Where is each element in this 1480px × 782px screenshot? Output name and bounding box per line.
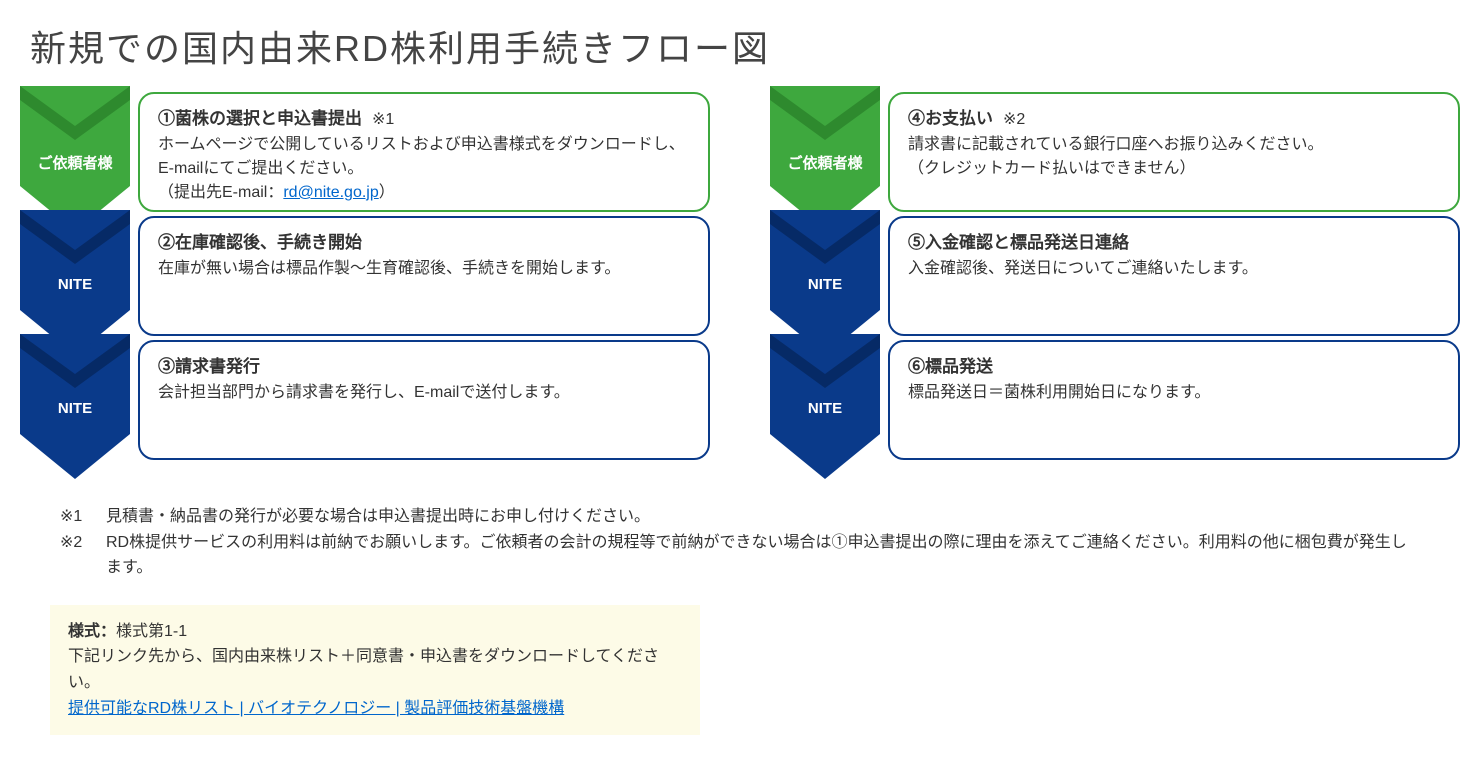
step-description: 会計担当部門から請求書を発行し、E-mailで送付します。 xyxy=(158,381,690,405)
step-title: ④お支払い※2 xyxy=(908,104,1440,129)
actor-label: NITE xyxy=(770,400,880,417)
footnotes: ※1見積書・納品書の発行が必要な場合は申込書提出時にお申し付けください。※2RD… xyxy=(60,504,1420,581)
download-box: 様式：様式第1-1 下記リンク先から、国内由来株リスト＋同意書・申込書をダウンロ… xyxy=(50,605,700,735)
step-annotation: ※1 xyxy=(372,111,394,128)
actor-label: ご依頼者様 xyxy=(770,152,880,173)
step-body: ①菌株の選択と申込書提出※1 ホームページで公開しているリストおよび申込書様式をダ… xyxy=(138,92,710,212)
chevron-down-icon: ご依頼者様 xyxy=(20,92,130,212)
chevron-down-icon: NITE xyxy=(770,340,880,460)
flow-column-right: ご依頼者様 ④お支払い※2 請求書に記載されている銀行口座へお振り込みください。（ク… xyxy=(770,92,1460,464)
actor-label: ご依頼者様 xyxy=(20,152,130,173)
actor-label: NITE xyxy=(20,400,130,417)
step-description: ホームページで公開しているリストおよび申込書様式をダウンロードし、E-mailに… xyxy=(158,133,690,205)
form-name: 様式第1-1 xyxy=(116,623,187,640)
flow-step: NITE ⑤入金確認と標品発送日連絡入金確認後、発送日についてご連絡いたします。 xyxy=(770,216,1460,336)
step-body: ③請求書発行会計担当部門から請求書を発行し、E-mailで送付します。 xyxy=(138,340,710,460)
chevron-down-icon: NITE xyxy=(20,340,130,460)
flow-step: NITE ③請求書発行会計担当部門から請求書を発行し、E-mailで送付します。 xyxy=(20,340,710,460)
footnote-text: RD株提供サービスの利用料は前納でお願いします。ご依頼者の会計の規程等で前納がで… xyxy=(106,530,1420,581)
step-body: ⑥標品発送標品発送日＝菌株利用開始日になります。 xyxy=(888,340,1460,460)
download-instruction: 下記リンク先から、国内由来株リスト＋同意書・申込書をダウンロードしてください。 xyxy=(68,644,682,695)
download-link[interactable]: 提供可能なRD株リスト | バイオテクノロジー | 製品評価技術基盤機構 xyxy=(68,700,564,717)
step-body: ②在庫確認後、手続き開始在庫が無い場合は標品作製～生育確認後、手続きを開始します… xyxy=(138,216,710,336)
footnote-label: ※1 xyxy=(60,504,106,530)
flow-step: NITE ②在庫確認後、手続き開始在庫が無い場合は標品作製～生育確認後、手続きを開… xyxy=(20,216,710,336)
form-label: 様式： xyxy=(68,623,116,640)
flow-step: ご依頼者様 ④お支払い※2 請求書に記載されている銀行口座へお振り込みください。（ク… xyxy=(770,92,1460,212)
flow-columns: ご依頼者様 ①菌株の選択と申込書提出※1 ホームページで公開しているリストおよび申込… xyxy=(20,92,1460,464)
flow-step: NITE ⑥標品発送標品発送日＝菌株利用開始日になります。 xyxy=(770,340,1460,460)
step-title: ⑥標品発送 xyxy=(908,352,1440,377)
step-annotation: ※2 xyxy=(1003,111,1025,128)
chevron-down-icon: NITE xyxy=(770,216,880,336)
step-body: ④お支払い※2 請求書に記載されている銀行口座へお振り込みください。（クレジットカ… xyxy=(888,92,1460,212)
actor-label: NITE xyxy=(20,276,130,293)
step-description: 入金確認後、発送日についてご連絡いたします。 xyxy=(908,257,1440,281)
step-description: 標品発送日＝菌株利用開始日になります。 xyxy=(908,381,1440,405)
page-title: 新規での国内由来RD株利用手続きフロー図 xyxy=(30,20,1460,72)
footnote-label: ※2 xyxy=(60,530,106,581)
chevron-down-icon: ご依頼者様 xyxy=(770,92,880,212)
step-description: 在庫が無い場合は標品作製～生育確認後、手続きを開始します。 xyxy=(158,257,690,281)
email-link[interactable]: rd@nite.go.jp xyxy=(283,184,378,201)
step-title: ②在庫確認後、手続き開始 xyxy=(158,228,690,253)
step-description: 請求書に記載されている銀行口座へお振り込みください。（クレジットカード払いはでき… xyxy=(908,133,1440,181)
actor-label: NITE xyxy=(770,276,880,293)
footnote-row: ※2RD株提供サービスの利用料は前納でお願いします。ご依頼者の会計の規程等で前納… xyxy=(60,530,1420,581)
footnote-text: 見積書・納品書の発行が必要な場合は申込書提出時にお申し付けください。 xyxy=(106,504,650,530)
footnote-row: ※1見積書・納品書の発行が必要な場合は申込書提出時にお申し付けください。 xyxy=(60,504,1420,530)
step-title: ①菌株の選択と申込書提出※1 xyxy=(158,104,690,129)
step-title: ③請求書発行 xyxy=(158,352,690,377)
flow-column-left: ご依頼者様 ①菌株の選択と申込書提出※1 ホームページで公開しているリストおよび申込… xyxy=(20,92,710,464)
chevron-down-icon: NITE xyxy=(20,216,130,336)
step-title: ⑤入金確認と標品発送日連絡 xyxy=(908,228,1440,253)
step-body: ⑤入金確認と標品発送日連絡入金確認後、発送日についてご連絡いたします。 xyxy=(888,216,1460,336)
flow-step: ご依頼者様 ①菌株の選択と申込書提出※1 ホームページで公開しているリストおよび申込… xyxy=(20,92,710,212)
